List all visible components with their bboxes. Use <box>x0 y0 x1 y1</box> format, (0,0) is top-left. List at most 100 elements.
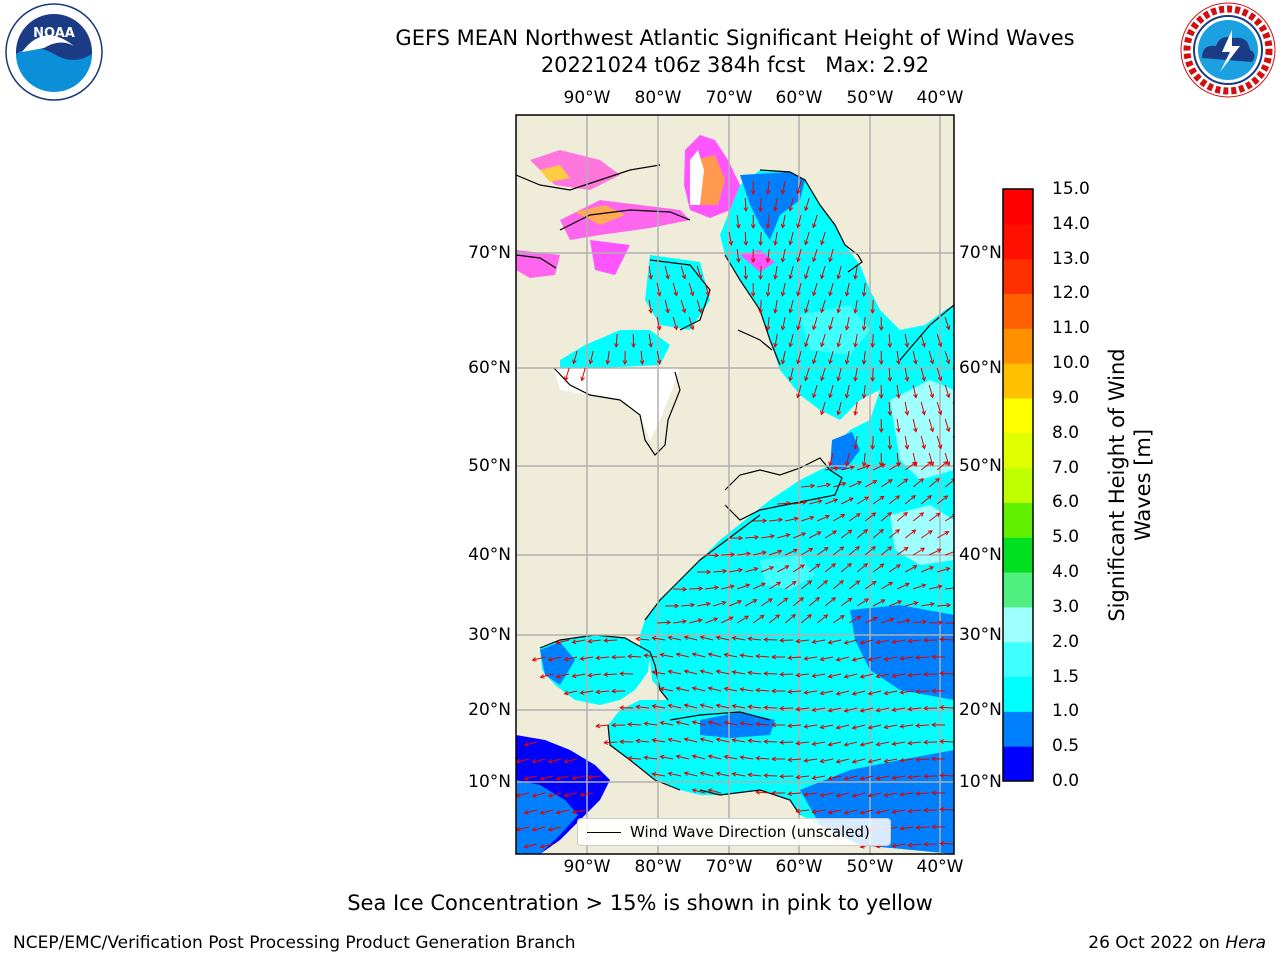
wave-arrow <box>912 547 925 556</box>
wave-arrow <box>940 740 954 743</box>
wave-arrow-head <box>803 724 809 729</box>
wave-arrow-head <box>851 725 857 730</box>
wave-arrow <box>672 282 678 296</box>
wave-arrow <box>900 656 914 660</box>
wave-arrow-head <box>714 552 720 558</box>
wave-arrow <box>804 724 818 728</box>
wave-arrow <box>868 758 882 763</box>
wave-arrow-head <box>921 583 927 588</box>
wave-arrow <box>920 333 925 347</box>
wave-arrow-head <box>839 615 845 620</box>
wave-arrow-head <box>825 514 830 520</box>
wave-arrow <box>928 418 934 432</box>
wave-arrow <box>816 515 830 522</box>
wave-arrow <box>759 299 762 314</box>
wave-arrow-head <box>899 690 905 695</box>
wave-arrow-head <box>867 724 873 730</box>
wave-arrow <box>652 671 666 675</box>
wave-arrow-head <box>731 703 737 709</box>
wave-arrow <box>792 564 805 573</box>
wave-arrow <box>564 656 578 661</box>
wave-arrow <box>854 367 858 381</box>
wave-arrow-head <box>883 690 889 696</box>
wave-arrow-head <box>896 564 901 569</box>
wave-arrow-head <box>729 584 735 589</box>
wave-arrow <box>752 582 766 590</box>
wave-arrow <box>700 704 714 709</box>
wave-arrow <box>759 231 762 246</box>
wave-arrow-head <box>795 672 801 678</box>
wave-arrow-head <box>691 720 697 725</box>
wave-arrow-head <box>699 771 705 776</box>
lat-tick-right: 60°N <box>959 358 1002 378</box>
wave-arrow-head <box>715 669 721 675</box>
wave-arrow <box>700 670 714 675</box>
wave-arrow <box>829 316 834 330</box>
wave-arrow-head <box>635 636 641 642</box>
wave-arrow <box>781 180 786 194</box>
wave-arrow <box>872 299 874 314</box>
wave-arrow <box>777 502 791 505</box>
wave-arrow-head <box>861 292 867 297</box>
wave-arrow-head <box>871 545 876 551</box>
wave-arrow <box>596 724 610 727</box>
wave-arrow-head <box>804 342 809 348</box>
wave-arrow-head <box>955 621 959 625</box>
wave-arrow-head <box>907 842 913 848</box>
wave-arrow-head <box>875 673 881 679</box>
wave-arrow <box>732 637 746 641</box>
wave-arrow-head <box>707 754 713 759</box>
wave-arrow-head <box>779 774 784 779</box>
wave-arrow <box>776 597 788 607</box>
colorbar-tick: 11.0 <box>1052 318 1090 339</box>
wave-arrow-head <box>804 376 809 382</box>
wave-arrow-head <box>804 308 809 314</box>
wave-arrow-head <box>784 565 790 570</box>
wave-arrow-head <box>771 790 776 796</box>
wave-arrow <box>652 637 666 641</box>
wave-arrow <box>524 775 538 780</box>
wave-arrow-head <box>807 580 813 585</box>
wave-arrow-head <box>699 635 705 640</box>
colorbar-segment <box>1003 293 1033 329</box>
wave-arrow <box>784 581 797 590</box>
colorbar-segment <box>1003 258 1033 294</box>
wave-arrow-head <box>750 292 756 298</box>
wave-arrow-head <box>883 758 889 764</box>
wave-arrow <box>836 758 850 763</box>
wave-arrow <box>892 741 906 745</box>
wave-arrow-head <box>946 602 952 608</box>
wave-arrow <box>812 673 826 677</box>
wave-arrow <box>928 548 942 556</box>
wave-arrow <box>588 639 602 643</box>
wave-arrow-head <box>746 551 752 557</box>
wave-arrow <box>681 604 695 607</box>
wave-arrow-head <box>698 586 704 591</box>
wave-arrow <box>880 512 892 522</box>
wave-arrow-head <box>777 549 783 555</box>
wave-arrow-head <box>945 427 951 433</box>
colorbar-segment <box>1003 328 1033 364</box>
wave-arrow <box>788 792 802 795</box>
wave-arrow-head <box>531 827 537 832</box>
wave-arrow-head <box>659 720 665 726</box>
wave-arrow-head <box>611 688 616 694</box>
wave-arrow-head <box>787 723 793 729</box>
wave-arrow <box>848 513 861 522</box>
wave-arrow-head <box>731 771 737 777</box>
wave-arrow-head <box>817 499 823 504</box>
wave-arrow <box>516 758 530 763</box>
wave-arrow <box>900 690 914 694</box>
wave-arrow-head <box>763 705 768 710</box>
wave-arrow-head <box>921 342 926 348</box>
wave-arrow <box>785 517 798 522</box>
wave-arrow <box>781 248 786 262</box>
wave-arrow-head <box>810 483 816 489</box>
wave-arrow <box>540 809 554 814</box>
wave-arrow-head <box>815 596 820 602</box>
wave-arrow-head <box>819 724 825 730</box>
wave-arrow-head <box>911 529 917 534</box>
wave-arrow <box>796 741 810 744</box>
wave-arrow-head <box>744 615 750 620</box>
wave-arrow <box>920 401 925 415</box>
